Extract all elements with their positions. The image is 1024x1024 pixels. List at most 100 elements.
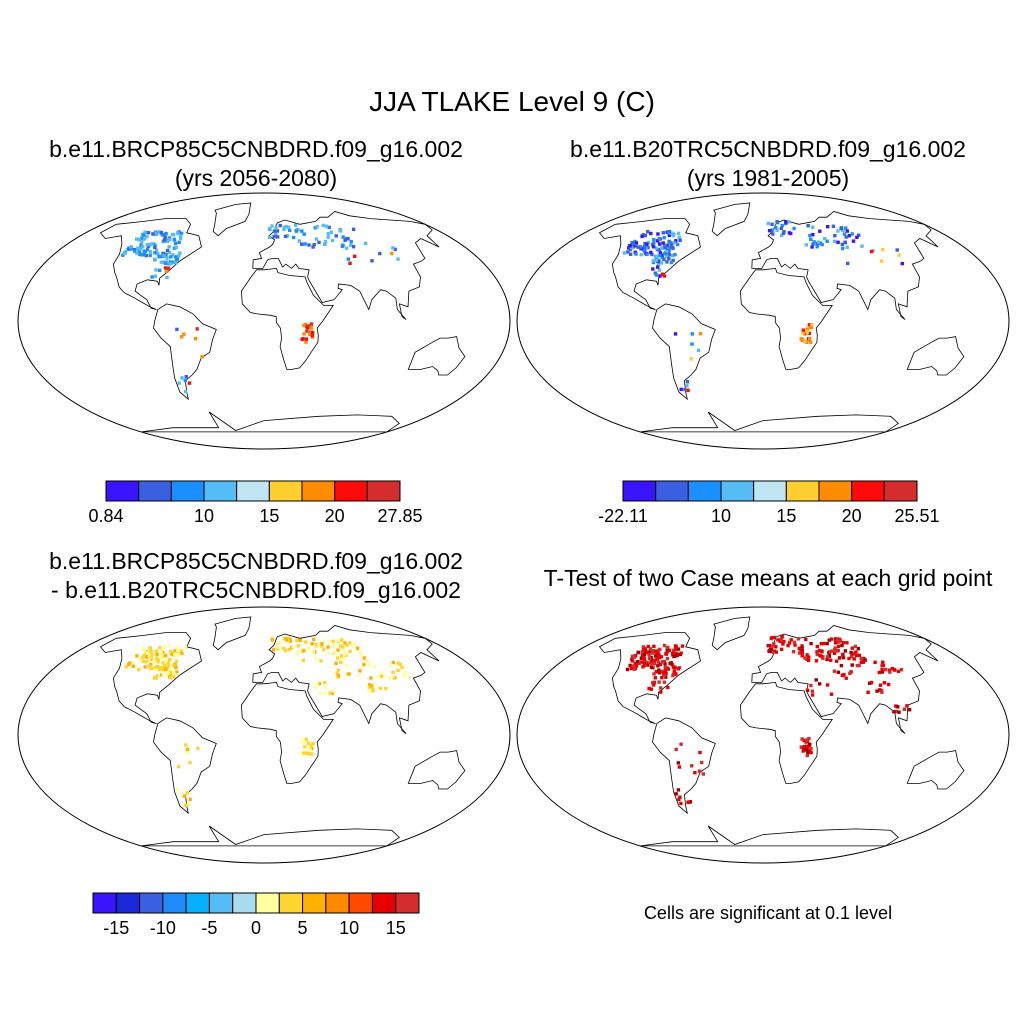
lake-cell: [142, 237, 147, 241]
lake-cell: [809, 746, 813, 751]
lake-cell: [640, 234, 644, 239]
lake-cell: [345, 643, 349, 648]
lake-cell: [651, 260, 656, 265]
lake-cell: [142, 653, 146, 658]
lake-cell: [173, 255, 178, 259]
lake-cell: [137, 668, 141, 672]
lake-cell: [174, 659, 179, 663]
lake-cell: [781, 642, 785, 646]
lake-cell: [166, 664, 171, 668]
lake-cell: [806, 658, 811, 663]
lake-cell: [336, 668, 340, 672]
colorbar-box: [883, 480, 918, 502]
lake-cell: [687, 800, 691, 804]
lake-cell: [148, 250, 152, 254]
lake-cell: [163, 658, 167, 662]
lake-cell: [341, 645, 345, 649]
lake-cell: [837, 637, 842, 641]
lake-cell: [139, 253, 144, 257]
lake-cell: [826, 225, 830, 229]
lake-cell: [679, 742, 683, 746]
lake-cell: [340, 654, 344, 658]
lake-cell: [653, 271, 658, 275]
map-boundary: [516, 192, 1010, 450]
lake-cell: [651, 649, 655, 653]
lake-cell: [310, 331, 315, 335]
lake-cell: [831, 224, 836, 228]
lake-cell: [182, 332, 186, 336]
lake-cell: [323, 685, 327, 689]
colorbar-tick-label: -10: [149, 918, 176, 938]
lake-cell: [367, 663, 371, 667]
lake-cell: [843, 649, 848, 653]
lake-cell: [317, 682, 322, 686]
lake-cell: [138, 657, 143, 662]
lake-cell: [188, 797, 192, 801]
lake-cell: [338, 229, 343, 233]
lake-cell: [167, 657, 172, 662]
colorbar-panel-3: [92, 892, 420, 914]
lake-cell: [829, 658, 833, 662]
lake-cell: [827, 638, 831, 642]
lake-cell: [770, 636, 774, 640]
lake-cell: [875, 689, 879, 693]
panel-3-title-line1: b.e11.BRCP85C5CNBDRD.f09_g16.002: [49, 548, 463, 574]
coastline: [99, 632, 202, 724]
lake-cell: [132, 249, 137, 253]
lake-cell: [809, 683, 813, 688]
lake-cell: [649, 655, 653, 660]
lake-cell: [667, 257, 671, 261]
lake-cell: [656, 265, 660, 269]
colorbar-box: [366, 480, 401, 502]
lake-cell: [809, 237, 813, 242]
lake-cell: [655, 657, 659, 661]
lake-cell: [158, 254, 162, 259]
lake-cell: [166, 669, 170, 673]
lake-cell: [179, 649, 183, 653]
lake-cell: [807, 736, 811, 741]
lake-cell: [186, 801, 191, 805]
lake-cell: [654, 649, 658, 654]
lake-cell: [645, 242, 649, 246]
lake-cell: [656, 232, 660, 236]
lake-cell: [371, 682, 376, 686]
lake-cell: [855, 235, 859, 239]
lake-cell: [351, 645, 355, 649]
colorbar-tick-label: 20: [324, 506, 345, 526]
lake-cell: [341, 243, 345, 247]
lake-cell: [140, 659, 145, 663]
lake-cell: [151, 649, 155, 654]
lake-cell: [850, 232, 854, 236]
lake-cell: [278, 223, 282, 228]
lake-cell: [658, 253, 662, 258]
lake-cell: [336, 675, 340, 679]
lake-cell: [897, 253, 901, 257]
lake-cell: [646, 230, 650, 234]
lake-cell: [136, 246, 140, 250]
lake-cell: [275, 229, 280, 233]
lake-cell: [770, 228, 774, 232]
lake-cell: [669, 245, 674, 249]
lake-cell: [772, 635, 776, 640]
lake-cell: [881, 663, 886, 667]
lake-cell: [174, 665, 178, 670]
lake-cell: [819, 642, 824, 646]
lake-cell: [802, 738, 806, 743]
lake-cell: [830, 649, 834, 653]
lake-cell: [657, 242, 662, 246]
lake-cell: [880, 670, 885, 674]
lake-cell: [836, 240, 840, 244]
lake-cell: [135, 237, 139, 241]
lake-cell: [172, 671, 176, 675]
colorbar-tick-label: 27.85: [377, 506, 423, 526]
lake-cell: [818, 241, 822, 245]
lake-cell: [316, 643, 320, 648]
coastline: [652, 303, 716, 401]
lake-cell: [175, 327, 179, 332]
lake-cell: [129, 247, 133, 251]
lake-cell: [326, 645, 330, 649]
lake-cell: [387, 676, 392, 680]
lake-cell: [825, 239, 829, 243]
lake-cell: [845, 229, 849, 233]
colorbar-box: [348, 892, 373, 914]
